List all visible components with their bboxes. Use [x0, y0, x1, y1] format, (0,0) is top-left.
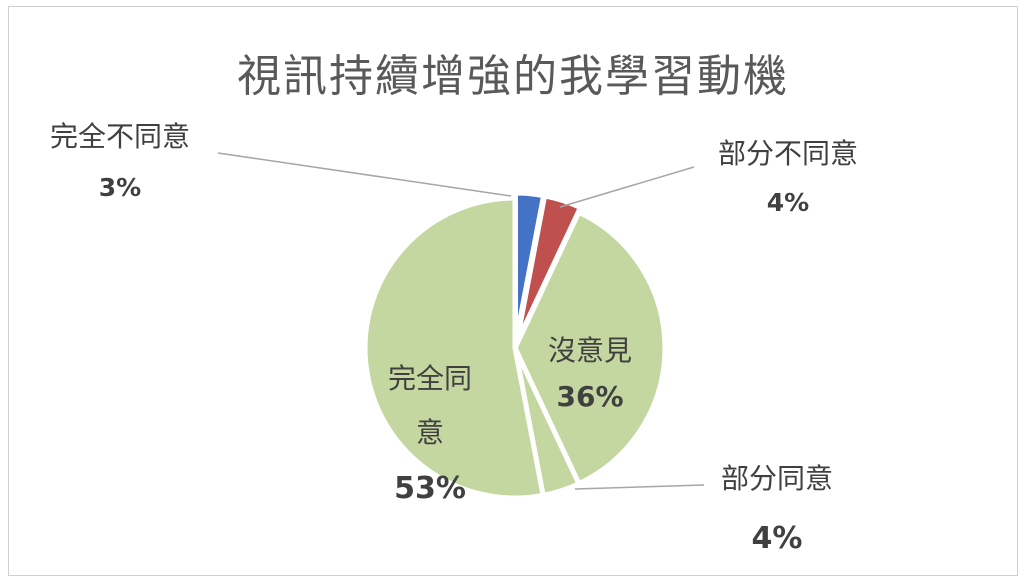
- pie-slice-4: [362, 195, 546, 501]
- slice-label-4-part-0: 完全同: [388, 362, 472, 395]
- leader-line-3: [574, 484, 705, 490]
- slice-label-0: 完全不同意: [50, 120, 190, 153]
- leader-line-0: [217, 152, 512, 197]
- slice-value-1: 4%: [767, 188, 809, 217]
- slice-value-4: 53%: [394, 471, 466, 506]
- slice-value-3: 4%: [752, 521, 803, 556]
- pie-slice-2: [512, 209, 668, 487]
- slice-label-4-part-1: 意: [416, 416, 444, 449]
- leader-line-1: [559, 166, 695, 208]
- slice-label-3: 部分同意: [721, 462, 833, 495]
- slice-value-0: 3%: [99, 173, 141, 202]
- slice-label-2: 沒意見: [548, 334, 632, 367]
- chart-title: 視訊持續增強的我學習動機: [237, 51, 789, 102]
- slice-label-1: 部分不同意: [718, 137, 858, 170]
- slice-value-2: 36%: [556, 380, 623, 413]
